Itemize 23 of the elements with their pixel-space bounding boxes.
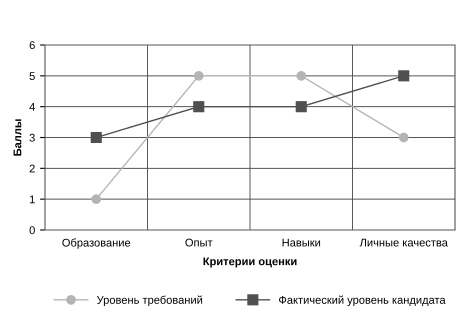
y-axis-title: Баллы <box>14 119 22 156</box>
legend-label: Уровень требований <box>96 296 202 306</box>
y-tick-label: 2 <box>30 164 35 172</box>
y-tick-label: 3 <box>30 134 35 142</box>
point <box>296 101 307 112</box>
point <box>193 101 204 112</box>
x-tick-label: Личные качества <box>360 238 448 246</box>
point <box>398 132 409 142</box>
point <box>398 70 410 82</box>
legend-label: Фактический уровень кандидата <box>279 296 446 306</box>
x-tick-label: Навыки <box>282 238 320 246</box>
point <box>296 70 306 81</box>
point <box>90 132 102 144</box>
x-tick-label: Образование <box>62 238 130 249</box>
y-tick-label: 6 <box>30 41 35 50</box>
point <box>194 70 204 81</box>
point <box>91 194 102 204</box>
y-tick-label: 0 <box>30 226 35 234</box>
x-tick-label: Опыт <box>185 238 212 246</box>
y-tick-label: 4 <box>29 103 35 111</box>
y-tick-label: 1 <box>30 196 35 204</box>
x-axis-title: Критерии оценки <box>204 258 296 268</box>
y-tick-label: 5 <box>30 72 35 80</box>
